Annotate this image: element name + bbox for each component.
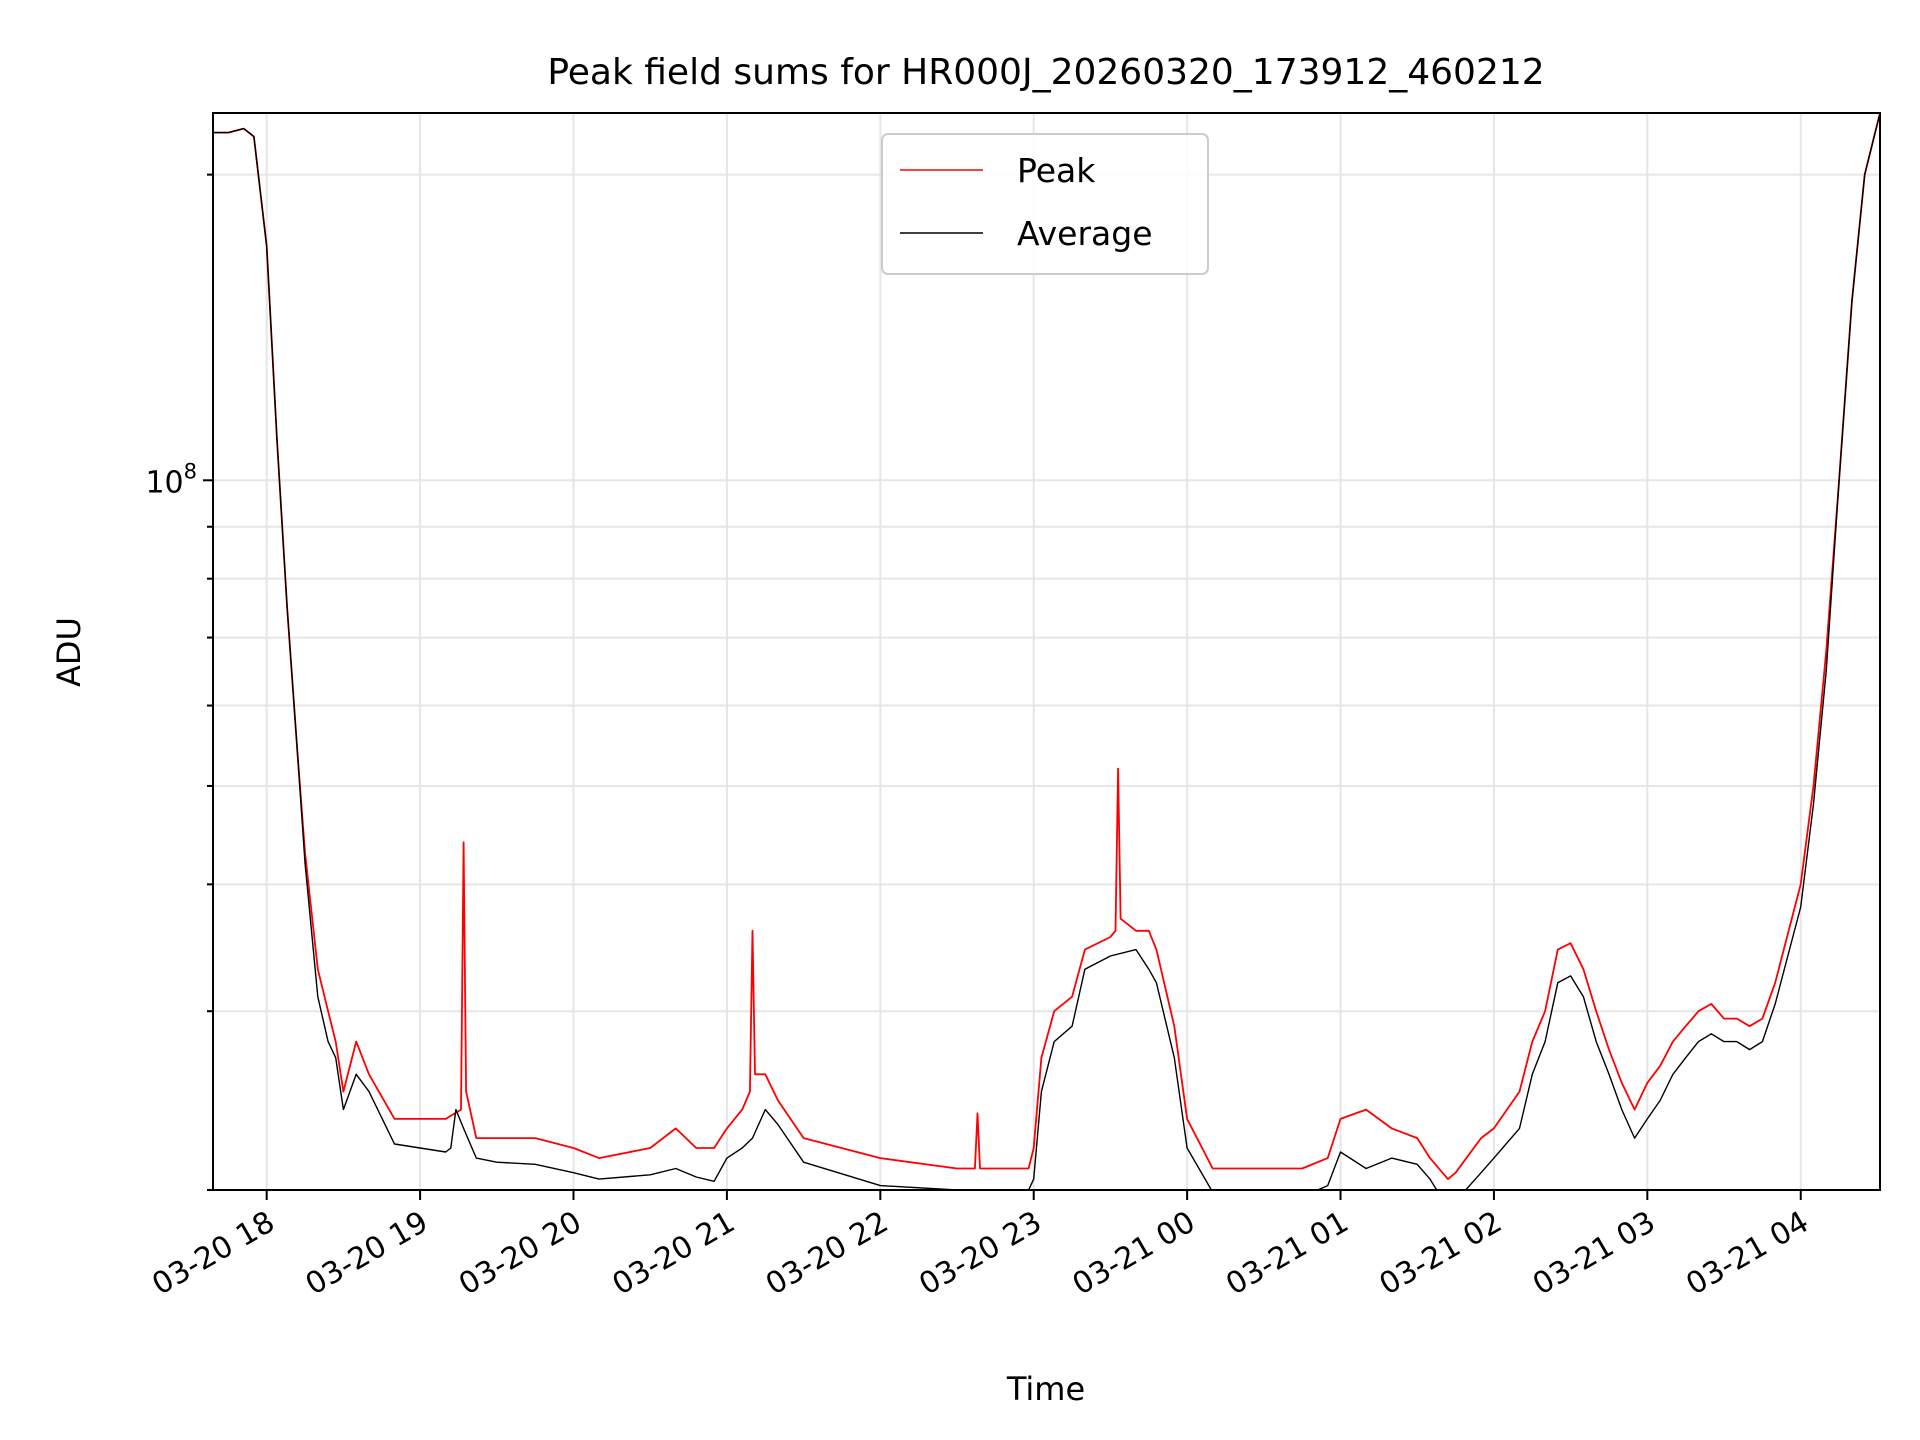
legend-label-peak: Peak (1017, 151, 1096, 190)
plot-frame (212, 112, 1881, 1191)
legend-box (881, 133, 1209, 275)
series-line-average (213, 113, 1880, 1190)
series-line-peak (213, 113, 1880, 1180)
chart-title: Peak field sums for HR000J_20260320_1739… (547, 52, 1544, 93)
y-tick-label-exponent: 8 (184, 459, 197, 483)
x-axis-label: Time (1006, 1370, 1085, 1408)
legend: Peak Average (881, 133, 1209, 275)
series-layer (213, 113, 1880, 1190)
y-tick-label-base: 10 (145, 465, 183, 500)
y-axis-label: ADU (50, 617, 88, 687)
legend-label-average: Average (1017, 214, 1153, 253)
grid (213, 113, 1880, 1191)
y-tick-label: 108 (145, 459, 197, 500)
